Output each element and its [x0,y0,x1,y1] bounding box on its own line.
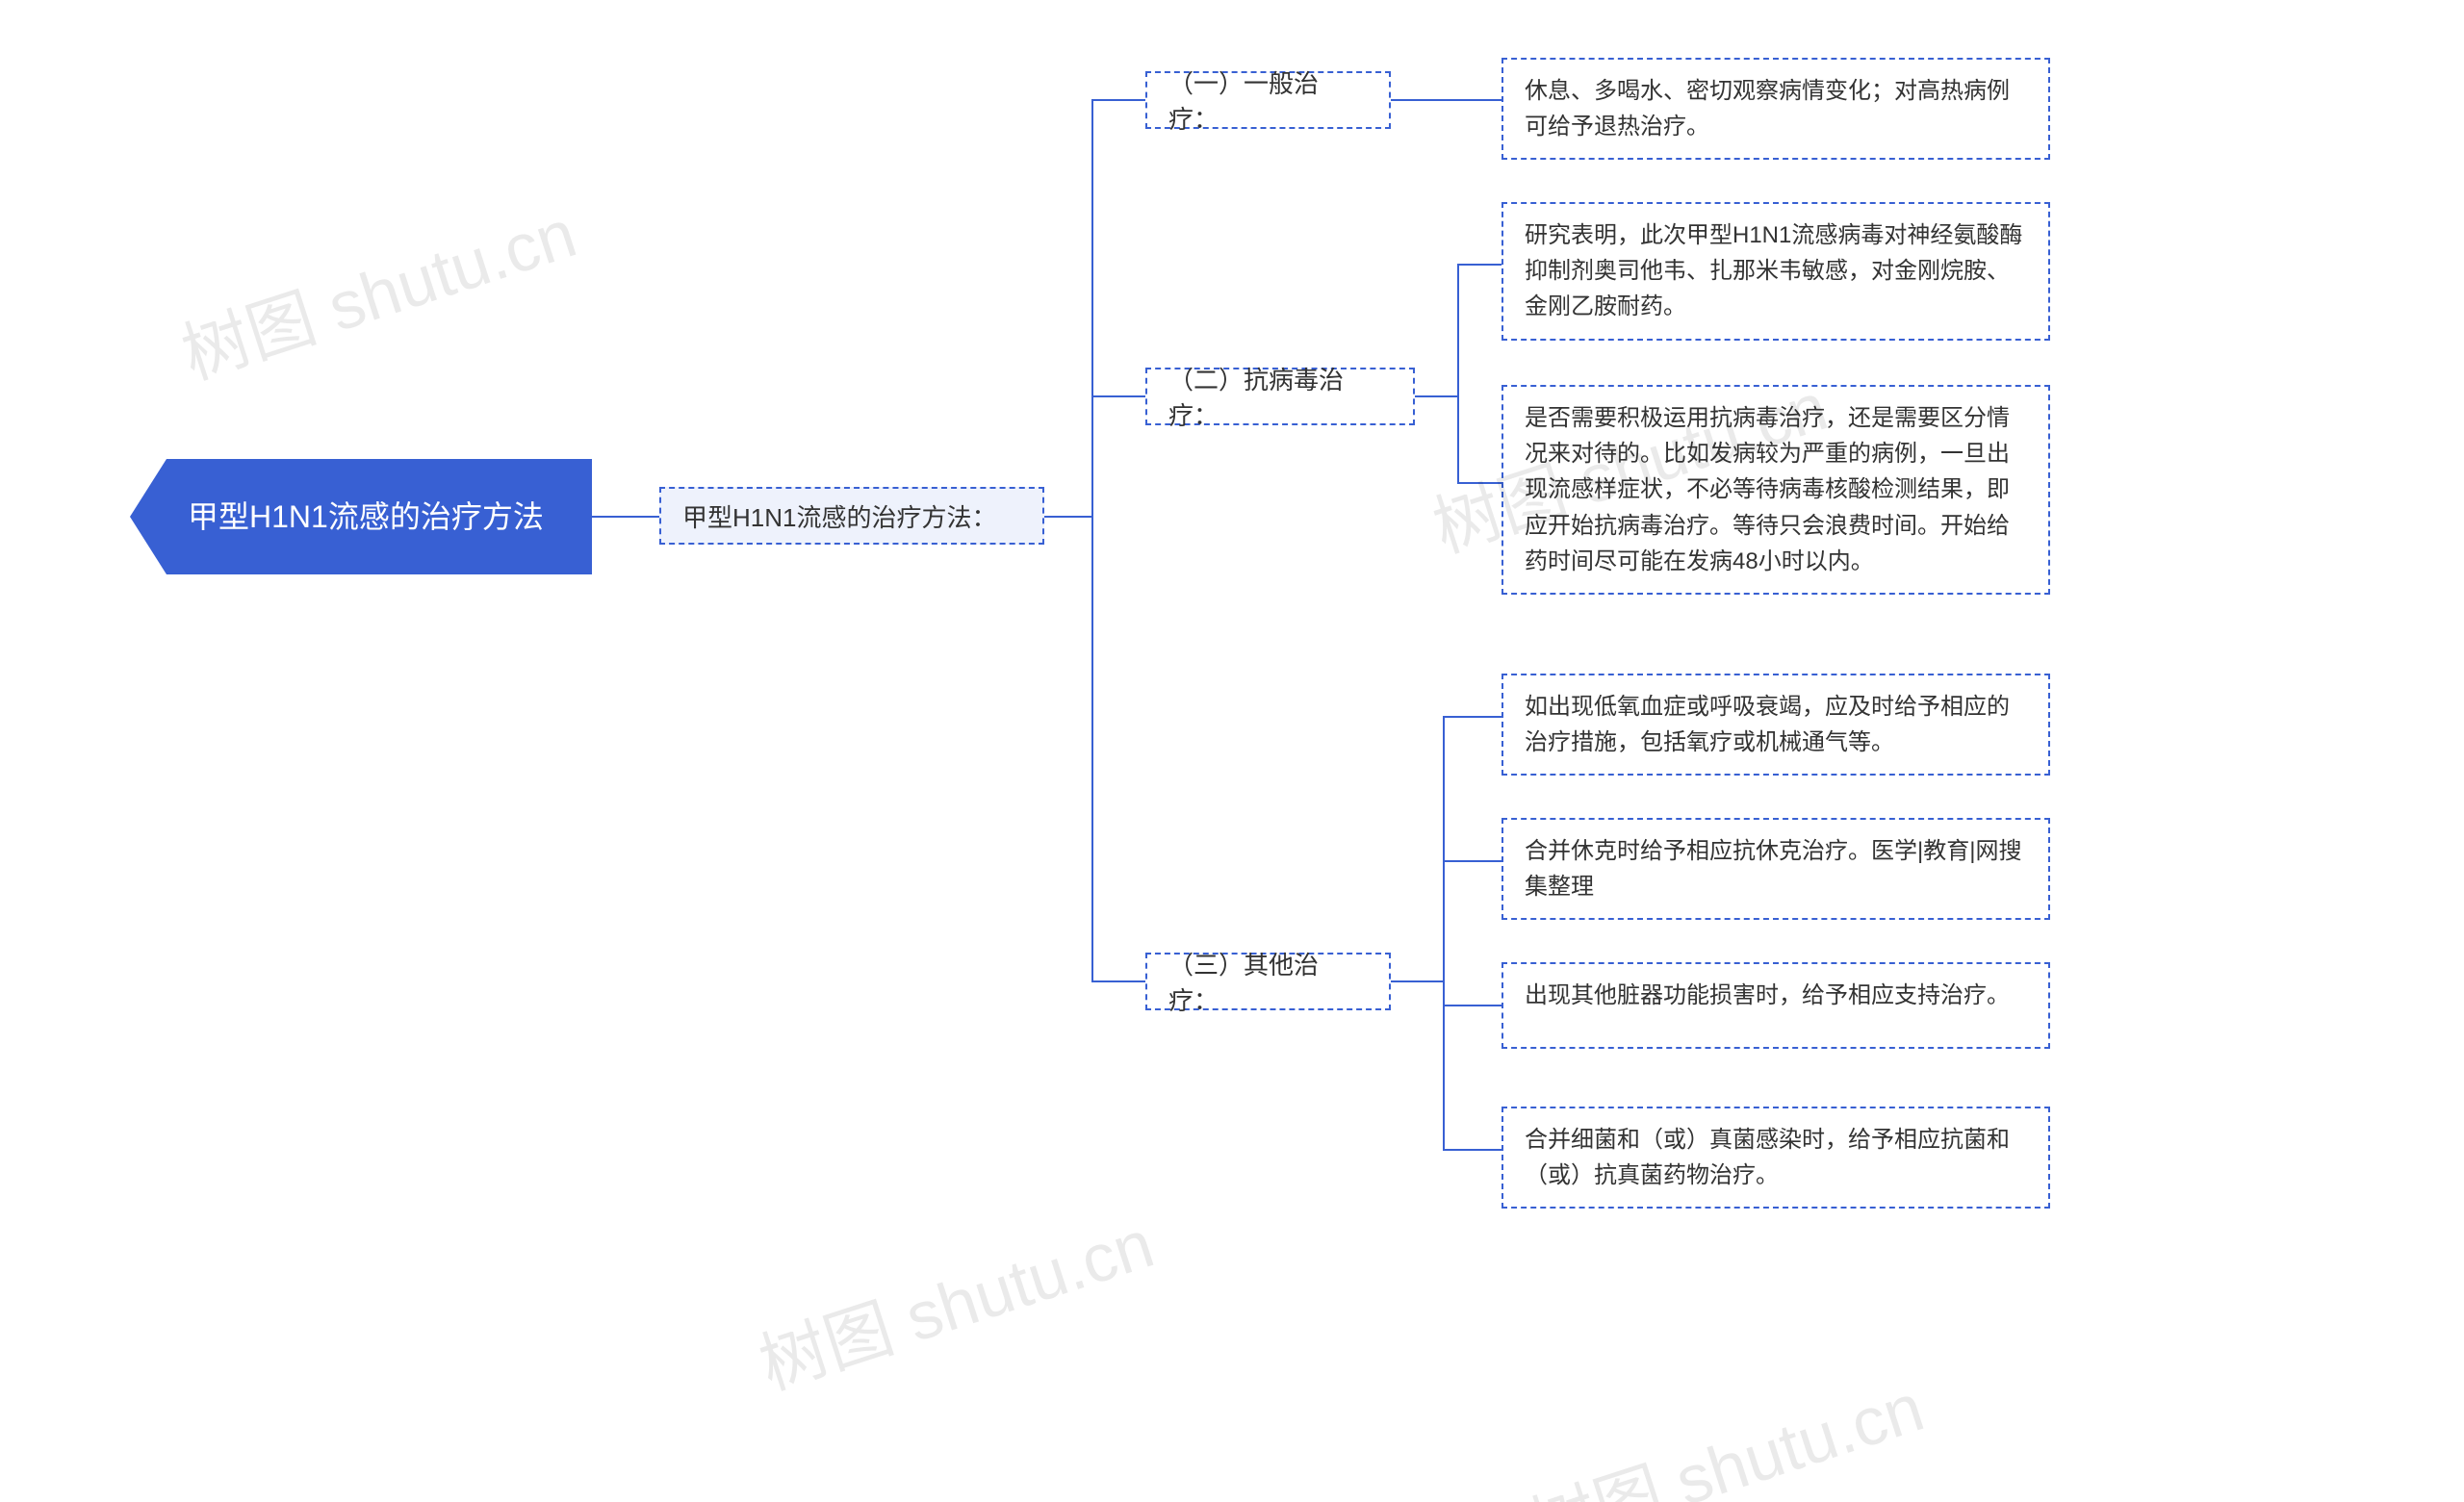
level3-label: 如出现低氧血症或呼吸衰竭，应及时给予相应的治疗措施，包括氧疗或机械通气等。 [1525,689,2027,760]
watermark: 树图 shutu.cn [1516,1354,1935,1502]
watermark: 树图 shutu.cn [746,1190,1165,1409]
level2-node-c[interactable]: （三）其他治疗： [1145,953,1391,1010]
level3-label: 休息、多喝水、密切观察病情变化；对高热病例可给予退热治疗。 [1525,73,2027,144]
level3-node[interactable]: 休息、多喝水、密切观察病情变化；对高热病例可给予退热治疗。 [1502,58,2050,160]
level2-node-b[interactable]: （二）抗病毒治疗： [1145,368,1415,425]
level1-node[interactable]: 甲型H1N1流感的治疗方法： [659,487,1044,545]
level2-label: （一）一般治疗： [1168,64,1368,136]
connector-layer [0,0,2464,1502]
level2-label: （二）抗病毒治疗： [1168,361,1392,432]
level3-node[interactable]: 如出现低氧血症或呼吸衰竭，应及时给予相应的治疗措施，包括氧疗或机械通气等。 [1502,674,2050,776]
level3-node[interactable]: 合并细菌和（或）真菌感染时，给予相应抗菌和（或）抗真菌药物治疗。 [1502,1107,2050,1209]
level1-label: 甲型H1N1流感的治疗方法： [682,498,996,534]
level3-node[interactable]: 合并休克时给予相应抗休克治疗。医学|教育|网搜集整理 [1502,818,2050,920]
level2-node-a[interactable]: （一）一般治疗： [1145,71,1391,129]
level3-node[interactable]: 是否需要积极运用抗病毒治疗，还是需要区分情况来对待的。比如发病较为严重的病例，一… [1502,385,2050,595]
level3-node[interactable]: 出现其他脏器功能损害时，给予相应支持治疗。 [1502,962,2050,1049]
level3-label: 研究表明，此次甲型H1N1流感病毒对神经氨酸酶抑制剂奥司他韦、扎那米韦敏感，对金… [1525,217,2027,325]
level3-label: 是否需要积极运用抗病毒治疗，还是需要区分情况来对待的。比如发病较为严重的病例，一… [1525,400,2027,579]
root-node[interactable]: 甲型H1N1流感的治疗方法 [130,459,592,574]
watermark: 树图 shutu.cn [168,180,587,398]
level2-label: （三）其他治疗： [1168,946,1368,1017]
level3-label: 出现其他脏器功能损害时，给予相应支持治疗。 [1525,978,2010,1013]
level3-label: 合并细菌和（或）真菌感染时，给予相应抗菌和（或）抗真菌药物治疗。 [1525,1122,2027,1193]
level3-label: 合并休克时给予相应抗休克治疗。医学|教育|网搜集整理 [1525,833,2027,904]
level3-node[interactable]: 研究表明，此次甲型H1N1流感病毒对神经氨酸酶抑制剂奥司他韦、扎那米韦敏感，对金… [1502,202,2050,341]
root-label: 甲型H1N1流感的治疗方法 [188,494,544,540]
